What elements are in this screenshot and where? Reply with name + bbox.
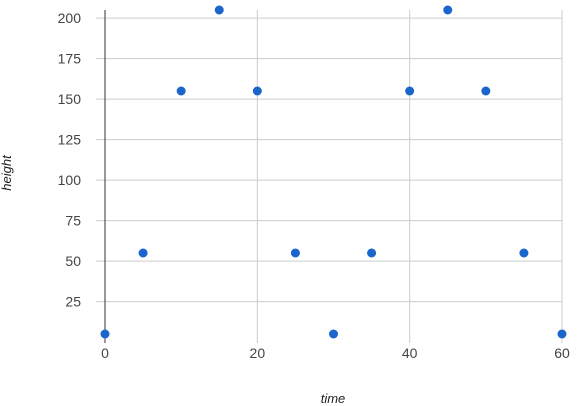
x-tick-label: 20 — [250, 345, 266, 361]
data-point — [290, 248, 300, 258]
x-tick-label: 60 — [554, 345, 570, 361]
grid-lines — [96, 10, 563, 343]
y-tick-label: 50 — [65, 253, 81, 269]
data-point — [252, 86, 262, 96]
data-point — [519, 248, 529, 258]
data-point — [329, 329, 338, 339]
tick-labels: 25 50 75 100 125 150 175 200 0 20 40 60 — [58, 10, 570, 361]
y-axis-title: height — [0, 154, 14, 191]
data-points — [100, 5, 567, 339]
y-tick-label: 125 — [58, 132, 82, 148]
y-tick-label: 175 — [58, 51, 82, 67]
data-point — [557, 329, 567, 339]
x-axis-title: time — [321, 391, 346, 406]
data-point — [481, 86, 491, 96]
y-tick-label: 100 — [58, 172, 82, 188]
data-point — [443, 5, 453, 15]
x-tick-label: 0 — [101, 345, 109, 361]
y-tick-label: 150 — [58, 91, 82, 107]
data-point — [100, 329, 110, 339]
data-point — [367, 248, 377, 258]
data-point — [405, 86, 415, 96]
y-tick-label: 200 — [58, 10, 82, 26]
data-point — [214, 5, 224, 15]
x-tick-label: 40 — [402, 345, 418, 361]
y-tick-label: 25 — [65, 294, 81, 310]
y-tick-label: 75 — [65, 213, 81, 229]
data-point — [176, 86, 186, 96]
data-point — [138, 248, 148, 258]
